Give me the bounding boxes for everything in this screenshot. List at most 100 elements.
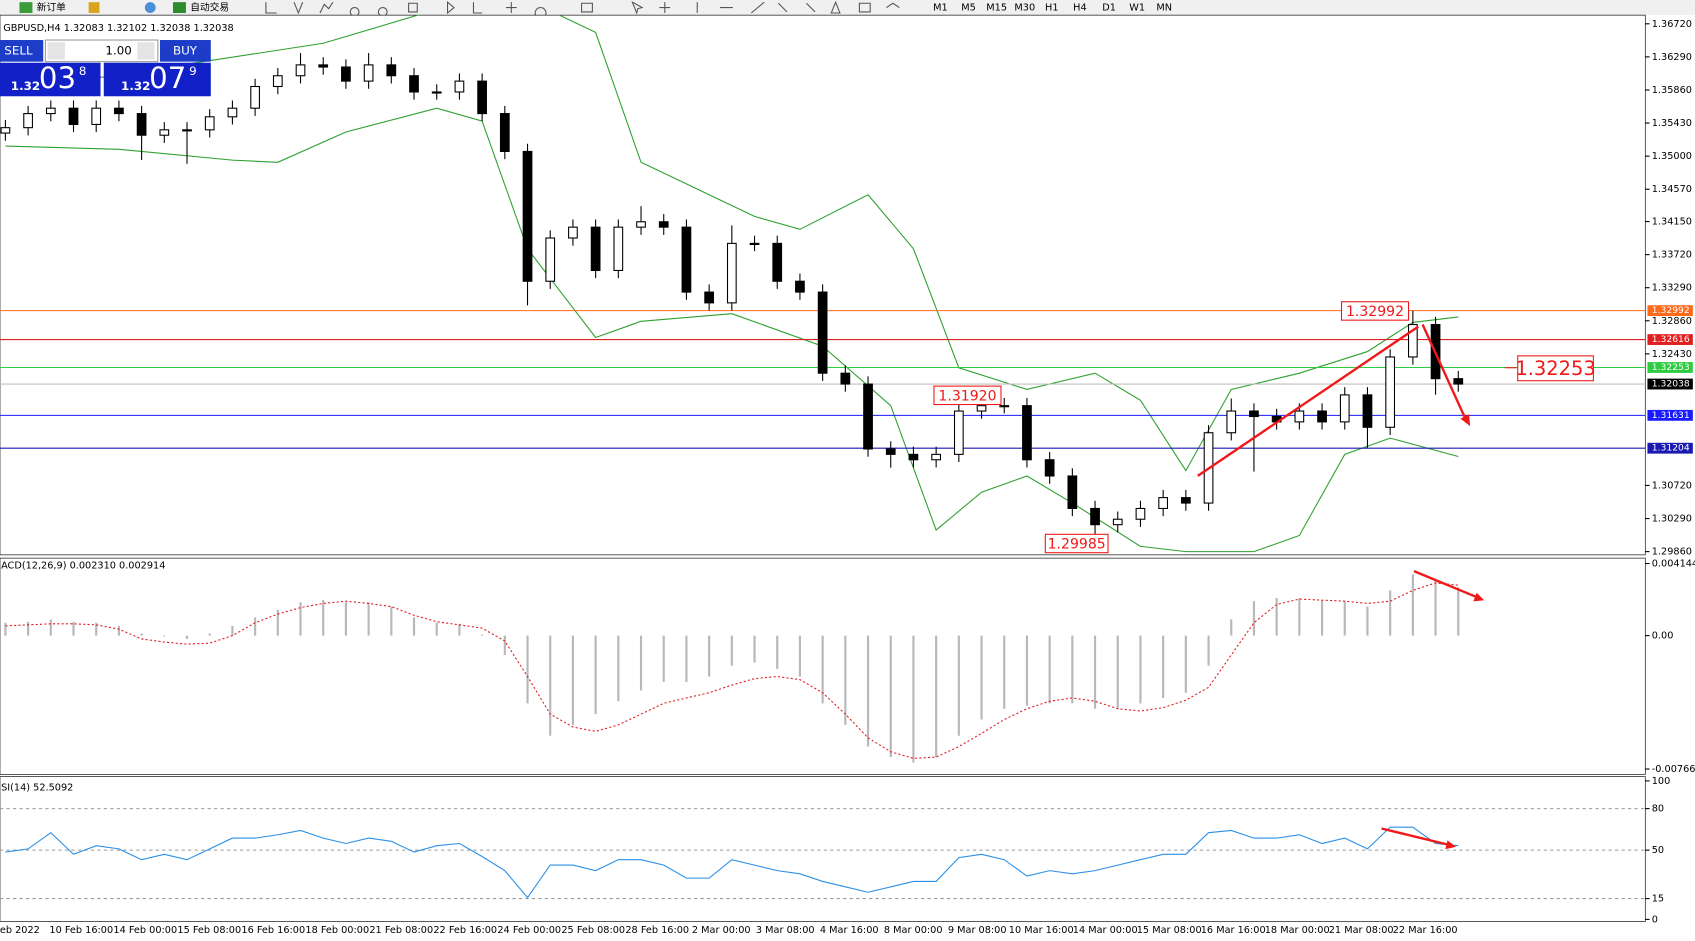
x-tick-label: 15 Mar 08:00 xyxy=(1137,925,1202,936)
candle-body xyxy=(1385,356,1396,428)
x-tick-label: 10 Mar 16:00 xyxy=(1009,925,1074,936)
candle-body xyxy=(931,453,942,461)
annotation: 1.31920 xyxy=(938,388,996,404)
candle-body xyxy=(341,66,351,82)
y-tick-label: 1.35000 xyxy=(1652,151,1692,162)
x-tick-label: 2 Mar 00:00 xyxy=(692,925,751,936)
bid-pips: 03 xyxy=(39,61,76,95)
bollinger-band xyxy=(5,107,1459,553)
y-tick-label: 0.004144 xyxy=(1652,559,1695,570)
candle-body xyxy=(863,383,873,450)
x-tick-label: 16 Mar 16:00 xyxy=(1201,925,1266,936)
candle-body xyxy=(136,113,147,136)
annotation-box xyxy=(1044,533,1109,554)
x-tick-label: 24 Feb 00:00 xyxy=(497,925,561,936)
candle-body xyxy=(182,129,192,132)
y-tick-label: 1.32430 xyxy=(1652,349,1692,360)
candle-body xyxy=(545,237,556,282)
icon xyxy=(88,2,100,13)
candle-body xyxy=(114,107,124,115)
y-tick-label: 80 xyxy=(1652,804,1664,815)
timeframe-button[interactable]: M15 xyxy=(986,3,1007,14)
sell-label[interactable]: SELL xyxy=(4,43,33,57)
x-tick-label: 21 Feb 08:00 xyxy=(369,925,433,936)
candle-body xyxy=(795,280,805,293)
x-tick-label: 4 Mar 16:00 xyxy=(820,925,879,936)
lots-input[interactable] xyxy=(44,39,159,63)
x-tick-label: 8 Mar 00:00 xyxy=(884,925,943,936)
chart-title: GBPUSD,H4 1.32083 1.32102 1.32038 1.3203… xyxy=(3,23,233,34)
candle-body xyxy=(431,91,442,94)
timeframe-button[interactable]: H1 xyxy=(1045,3,1058,14)
candle-body xyxy=(477,80,487,115)
timeframe-button[interactable]: MN xyxy=(1156,3,1172,14)
annotation: 1.32253 xyxy=(1515,357,1595,380)
candle-body xyxy=(91,107,102,125)
candle-body xyxy=(227,107,238,118)
y-tick-label: 1.33720 xyxy=(1652,250,1692,261)
level-label: 1.32616 xyxy=(1652,334,1690,345)
x-tick-label: 14 Feb 00:00 xyxy=(113,925,177,936)
candle-body xyxy=(658,221,669,228)
ask-box[interactable] xyxy=(103,62,211,97)
level-label-box xyxy=(1647,334,1693,345)
bid-fraction: 8 xyxy=(79,64,87,78)
x-tick-label: 25 Feb 08:00 xyxy=(561,925,625,936)
y-tick-label: 1.29860 xyxy=(1652,547,1692,558)
lots-value[interactable]: 1.00 xyxy=(105,43,131,57)
candle-body xyxy=(272,75,283,88)
buy-button[interactable] xyxy=(159,40,211,62)
candle-body xyxy=(1158,497,1169,509)
x-tick-label: 9 Mar 08:00 xyxy=(948,925,1007,936)
macd-chart: 0.004144 0.00 -0.007664 xyxy=(4,559,1695,775)
bid-big: 1.32 xyxy=(11,79,40,93)
timeframe-button[interactable]: D1 xyxy=(1102,3,1116,14)
level-label-box xyxy=(1647,409,1693,421)
y-tick-label: 1.36720 xyxy=(1652,19,1692,30)
candle-body xyxy=(636,221,646,228)
candle-body xyxy=(681,226,692,293)
candle-body xyxy=(204,116,215,131)
candle-body xyxy=(1135,507,1146,520)
candle-body xyxy=(363,64,374,82)
rsi-pane xyxy=(0,776,1646,922)
bid-box[interactable] xyxy=(0,62,101,97)
x-tick-label: 18 Mar 00:00 xyxy=(1265,925,1330,936)
timeframe-button[interactable]: M5 xyxy=(961,3,976,14)
timeframe-button[interactable]: H4 xyxy=(1073,3,1086,14)
toolbar-button[interactable]: 新订单 xyxy=(37,1,66,14)
candle-body xyxy=(1044,459,1055,477)
candle-body xyxy=(908,453,919,461)
drawn-arrows xyxy=(1197,323,1517,850)
sell-button[interactable] xyxy=(0,40,44,62)
ask-big: 1.32 xyxy=(121,79,150,93)
icon xyxy=(172,2,186,13)
timeframe-button[interactable]: M30 xyxy=(1014,3,1035,14)
candle-body xyxy=(1294,410,1305,423)
candle-body xyxy=(749,242,760,246)
candle-body xyxy=(840,372,851,385)
macd-title: ACD(12,26,9) 0.002310 0.002914 xyxy=(1,561,165,572)
level-label: 1.32038 xyxy=(1652,379,1690,390)
candle-body xyxy=(45,107,56,115)
y-tick-label: 1.34570 xyxy=(1652,184,1692,195)
lots-up[interactable] xyxy=(137,42,155,60)
level-label: 1.31204 xyxy=(1652,443,1690,454)
level-label: 1.32992 xyxy=(1652,305,1690,316)
annotation-box xyxy=(933,385,1002,406)
y-tick-label: 1.30290 xyxy=(1652,514,1692,525)
annotation-box xyxy=(1340,301,1410,321)
timeframe-button[interactable]: M1 xyxy=(933,3,948,14)
candle-body xyxy=(1180,497,1191,504)
level-label: 1.31631 xyxy=(1652,410,1690,421)
candle-body xyxy=(386,64,397,77)
candle-body xyxy=(250,85,260,109)
lots-down[interactable] xyxy=(47,42,65,60)
y-tick-label: 1.33290 xyxy=(1652,283,1692,294)
candle-body xyxy=(1067,475,1078,509)
ask-pips: 07 xyxy=(149,61,186,95)
candle-body xyxy=(318,64,329,68)
buy-label[interactable]: BUY xyxy=(173,43,198,57)
timeframe-button[interactable]: W1 xyxy=(1129,3,1145,14)
toolbar-button[interactable]: 自动交易 xyxy=(190,1,229,14)
